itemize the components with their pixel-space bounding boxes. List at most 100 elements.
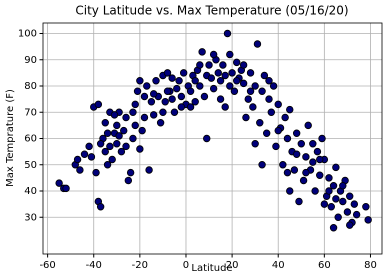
point	[149, 90, 158, 98]
plot-frame	[42, 22, 383, 255]
point	[318, 134, 326, 143]
point	[290, 166, 299, 174]
point	[207, 74, 216, 82]
point	[262, 129, 271, 137]
point	[149, 111, 158, 119]
point	[302, 168, 310, 177]
point	[221, 71, 229, 80]
point	[343, 208, 352, 216]
point	[350, 200, 359, 208]
point	[122, 142, 130, 151]
point	[313, 147, 322, 156]
point	[175, 77, 183, 85]
point	[191, 77, 199, 85]
point	[145, 166, 153, 174]
point	[302, 153, 310, 161]
point	[131, 100, 139, 109]
point	[122, 113, 130, 122]
point	[346, 192, 354, 200]
point	[286, 105, 294, 114]
x-tick-label: -20	[132, 260, 148, 271]
point	[101, 147, 109, 156]
point	[73, 155, 82, 164]
y-tick-label: 100	[18, 29, 37, 40]
point	[126, 168, 135, 177]
point	[76, 166, 84, 174]
point	[246, 69, 255, 77]
point	[168, 74, 176, 82]
point	[96, 203, 105, 211]
point	[256, 119, 264, 127]
chart-title: City Latitude vs. Max Temperature (05/16…	[75, 4, 348, 18]
point	[94, 100, 103, 109]
point	[113, 121, 121, 130]
point	[309, 158, 317, 166]
point	[159, 108, 167, 116]
point	[179, 69, 188, 77]
point	[346, 221, 354, 229]
point	[108, 155, 116, 164]
point	[62, 184, 70, 193]
y-tick-label: 60	[24, 134, 37, 145]
x-tick-label: 0	[183, 260, 189, 271]
point	[133, 87, 142, 95]
point	[147, 98, 156, 106]
point	[170, 108, 179, 116]
point	[258, 87, 266, 95]
point	[161, 98, 169, 106]
point	[131, 121, 139, 130]
point	[203, 134, 211, 143]
point	[334, 213, 342, 221]
point	[364, 216, 372, 224]
y-tick-label: 30	[24, 212, 37, 223]
x-axis-label: Latitude	[191, 263, 232, 274]
point	[80, 150, 89, 158]
point	[110, 111, 119, 119]
point	[219, 61, 227, 69]
point	[205, 61, 213, 69]
x-tick-label: -40	[86, 260, 102, 271]
point	[251, 140, 259, 148]
point	[267, 108, 276, 116]
point	[299, 176, 308, 185]
y-tick-label: 90	[24, 55, 37, 66]
point	[120, 126, 128, 135]
x-tick-label: 80	[364, 260, 377, 271]
point	[249, 103, 257, 111]
point	[297, 140, 305, 148]
point	[186, 103, 195, 111]
point	[239, 79, 248, 88]
point	[329, 224, 338, 232]
point	[92, 168, 100, 177]
point	[260, 71, 269, 80]
point	[55, 179, 63, 187]
point	[304, 121, 312, 130]
point	[85, 142, 93, 151]
point	[163, 69, 172, 77]
point	[352, 210, 361, 219]
point	[233, 77, 241, 85]
point	[209, 50, 218, 59]
point	[311, 187, 319, 195]
point	[96, 140, 105, 148]
x-tick-label: 60	[318, 260, 331, 271]
point	[214, 69, 222, 77]
point	[253, 40, 262, 48]
point	[168, 95, 176, 103]
point	[216, 95, 225, 103]
point	[209, 84, 218, 93]
point	[242, 113, 250, 122]
point	[226, 50, 234, 59]
point	[265, 77, 273, 85]
y-tick-label: 70	[24, 107, 37, 118]
point	[136, 77, 144, 85]
point	[281, 113, 289, 122]
point	[129, 134, 137, 143]
point	[325, 174, 333, 182]
point	[316, 171, 324, 179]
point	[163, 87, 172, 95]
point	[279, 161, 287, 169]
point	[140, 113, 149, 122]
point	[124, 176, 133, 185]
point	[196, 82, 204, 90]
